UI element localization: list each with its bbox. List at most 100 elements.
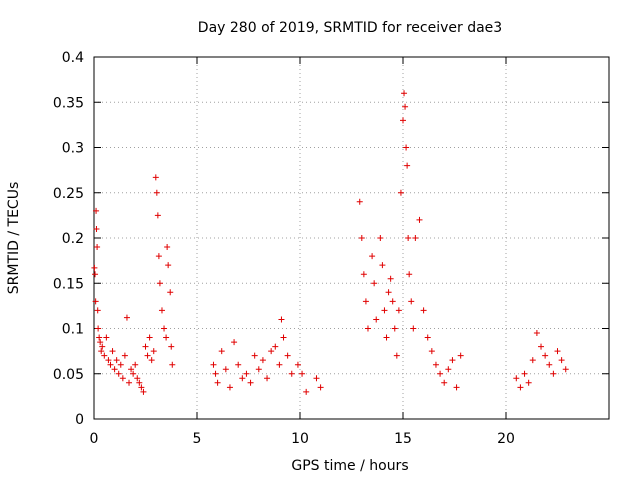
data-point [550,370,557,377]
data-point [92,271,99,278]
data-point [276,361,283,368]
data-point [356,198,363,205]
data-point [403,144,410,151]
data-point [91,264,98,271]
data-point [94,307,101,314]
data-points [91,90,569,395]
data-point [161,325,168,332]
data-point [218,348,225,355]
data-point [387,275,394,282]
grid [94,57,609,419]
data-point [138,384,145,391]
data-point [408,298,415,305]
x-axis-label: GPS time / hours [291,458,408,474]
data-point [517,384,524,391]
data-point [317,384,324,391]
data-point [385,289,392,296]
x-tick-label: 20 [497,431,515,447]
data-point [533,330,540,337]
data-point [546,361,553,368]
data-point [381,307,388,314]
data-point [148,357,155,364]
data-point [98,348,105,355]
data-point [210,361,217,368]
data-point [377,235,384,241]
data-point [119,375,126,382]
data-point [420,307,427,314]
y-tick-label: 0.25 [53,186,84,202]
data-point [391,325,398,332]
y-tick-label: 0.3 [62,141,84,157]
data-point [99,343,106,350]
data-point [155,253,162,260]
data-point [212,370,219,377]
data-point [369,253,376,260]
data-point [280,334,287,341]
data-point [268,348,275,355]
data-point [410,325,417,332]
data-point [525,379,532,386]
x-tick-label: 0 [90,431,99,447]
y-axis-label: SRMTID / TECUs [6,182,22,295]
data-point [373,316,380,323]
data-point [132,361,139,368]
data-point [128,366,135,373]
data-point [134,375,141,382]
data-point [243,370,250,377]
data-point [401,90,408,97]
data-point [362,298,369,305]
data-point [150,348,157,355]
data-point [400,117,406,124]
data-point [154,212,161,219]
data-point [169,361,176,368]
data-point [412,235,419,241]
data-point [101,352,108,359]
chart-title: Day 280 of 2019, SRMTID for receiver dae… [198,20,502,36]
data-point [272,343,279,350]
data-point [158,307,165,314]
data-point [445,366,452,373]
data-point [123,314,130,321]
data-point [389,298,396,305]
data-point [103,334,110,341]
data-point [453,384,460,391]
data-point [168,343,175,350]
x-tick-label: 5 [193,431,202,447]
data-point [554,348,561,355]
y-tick-label: 0 [75,412,84,428]
data-point [251,352,258,359]
data-point [140,388,147,395]
data-point [142,343,149,350]
data-point [558,357,565,364]
data-point [449,357,456,364]
data-point [360,271,367,278]
data-point [259,357,266,364]
data-point [424,334,431,341]
data-point [278,316,285,323]
data-point [393,352,400,359]
y-tick-label: 0.2 [62,231,84,247]
data-point [513,375,520,382]
data-point [97,339,104,346]
y-tick-label: 0.1 [62,322,84,338]
y-tick-label: 0.4 [62,50,84,66]
data-point [96,334,103,341]
data-point [303,388,310,395]
data-point [255,366,262,373]
data-point [165,262,172,269]
data-point [167,289,174,296]
data-point [529,357,536,364]
y-tick-label: 0.15 [53,276,84,292]
data-point [113,357,120,364]
data-point [105,357,112,364]
data-point [562,366,569,373]
data-point [117,361,124,368]
data-point [126,379,133,386]
data-point [156,280,163,287]
data-point [214,379,221,386]
data-point [247,379,254,386]
data-point [383,334,390,341]
data-point [441,379,448,386]
data-point [95,325,102,332]
